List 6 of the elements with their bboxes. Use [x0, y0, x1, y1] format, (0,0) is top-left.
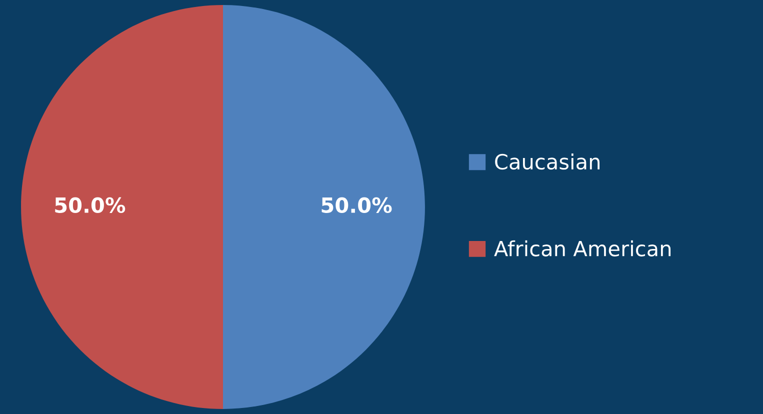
legend-label: Caucasian	[495, 154, 600, 170]
data-label: 50.0%	[55, 197, 126, 214]
pie-slice	[21, 5, 223, 409]
pie-slice	[223, 5, 425, 409]
data-label: 50.0%	[322, 197, 392, 214]
legend-label: African American	[494, 240, 671, 256]
